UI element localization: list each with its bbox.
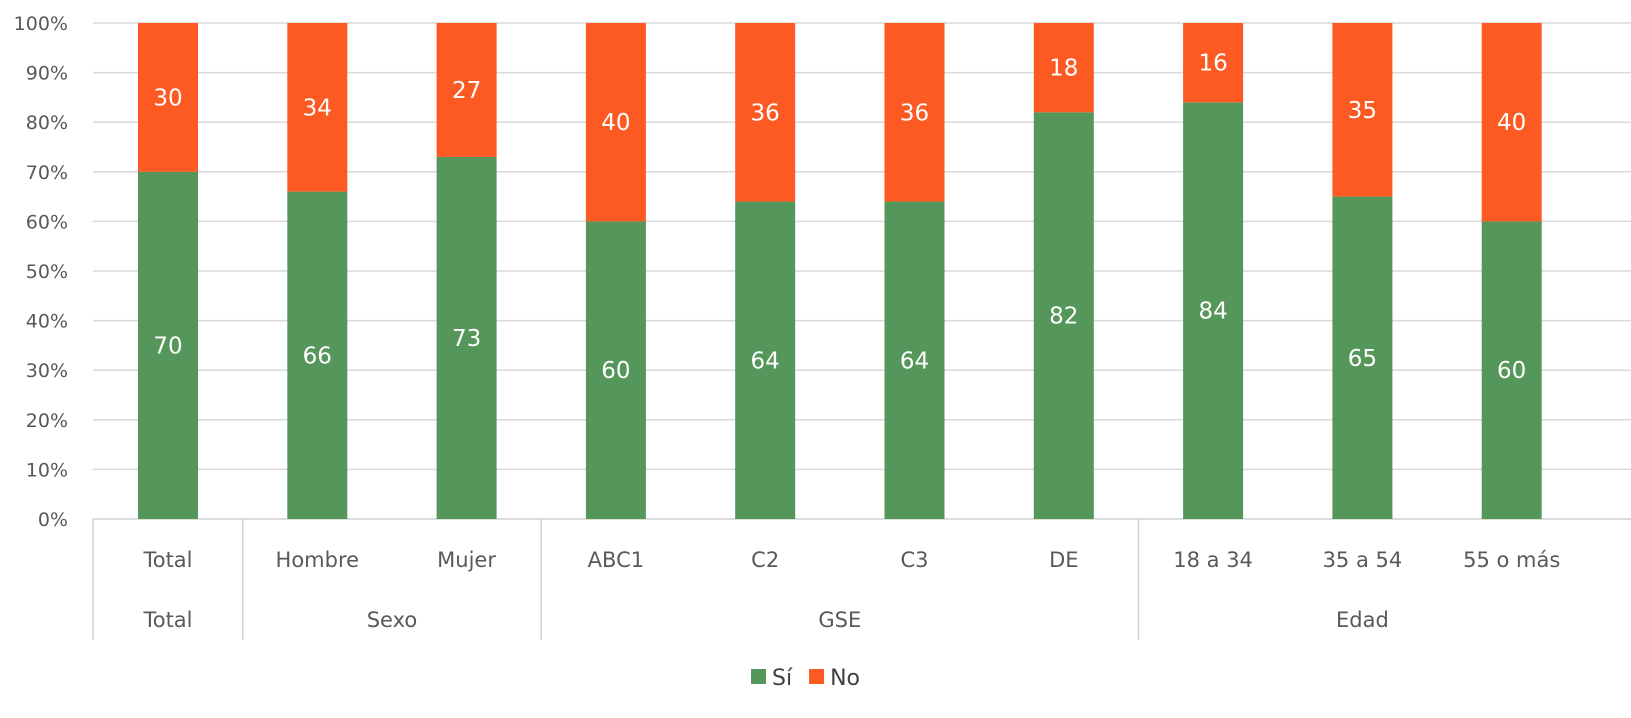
legend-swatch-si [751, 669, 766, 684]
bar-segment-no [138, 23, 198, 172]
x-group-label: Sexo [367, 608, 418, 632]
bar-segment-si [1481, 221, 1542, 519]
bar-segment-no [1481, 23, 1542, 222]
y-tick-label: 100% [14, 13, 68, 35]
bar-segment-si [287, 191, 348, 519]
bar-segment-no [1183, 23, 1244, 103]
data-labels: 70 30 66 34 73 27 60 40 64 36 64 36 82 18 84 16 65 35 60 40 [153, 51, 1526, 385]
y-tick-label: 80% [26, 112, 68, 134]
bar-segment-no [585, 23, 646, 222]
y-tick-label: 10% [26, 459, 68, 481]
y-tick-label: 60% [26, 211, 68, 233]
bar-segment-no [735, 23, 796, 202]
bars [138, 23, 1542, 520]
data-label-si: 60 [1497, 358, 1526, 384]
bar-segment-si [884, 201, 945, 519]
x-category-label: Hombre [276, 548, 360, 572]
bar-segment-si [735, 201, 796, 519]
bar-segment-no [1033, 23, 1094, 113]
x-group-label: GSE [818, 608, 861, 632]
y-axis-ticks: 0% 10% 20% 30% 40% 50% 60% 70% 80% 90% 100% [14, 13, 68, 531]
data-label-no: 36 [900, 100, 929, 126]
bar-segment-si [1183, 102, 1244, 520]
data-label-si: 64 [751, 348, 780, 374]
data-label-no: 35 [1348, 98, 1377, 124]
data-label-no: 16 [1198, 51, 1227, 77]
y-tick-label: 20% [26, 410, 68, 432]
data-label-si: 70 [153, 333, 182, 359]
x-category-label: 55 o más [1463, 548, 1560, 572]
x-category-label: DE [1049, 548, 1078, 572]
data-label-si: 84 [1198, 299, 1227, 325]
data-label-si: 73 [452, 326, 481, 352]
y-tick-label: 30% [26, 360, 68, 382]
x-category-label: ABC1 [588, 548, 644, 572]
bar-segment-si [585, 221, 646, 519]
x-group-label: Edad [1336, 608, 1389, 632]
data-label-no: 18 [1049, 56, 1078, 82]
x-group-label: Total [142, 608, 192, 632]
data-label-no: 40 [601, 110, 630, 136]
data-label-si: 66 [303, 343, 332, 369]
data-label-si: 60 [601, 358, 630, 384]
x-category-label: 35 a 54 [1323, 548, 1403, 572]
data-label-si: 65 [1348, 346, 1377, 372]
data-label-no: 27 [452, 78, 481, 104]
data-label-no: 40 [1497, 110, 1526, 136]
data-label-no: 36 [751, 100, 780, 126]
x-category-label: Mujer [437, 548, 496, 572]
data-label-no: 34 [303, 95, 332, 121]
y-tick-label: 70% [26, 162, 68, 184]
legend: Sí No [751, 666, 860, 691]
bar-segment-no [1332, 23, 1393, 197]
bar-segment-no [436, 23, 497, 157]
bar-segment-si [1332, 196, 1393, 519]
legend-swatch-no [809, 669, 825, 684]
y-tick-label: 90% [26, 63, 68, 85]
x-category-label: Total [142, 548, 192, 572]
y-tick-label: 0% [38, 509, 68, 531]
x-category-label: C2 [751, 548, 779, 572]
x-category-label: C3 [900, 548, 928, 572]
y-tick-label: 50% [26, 261, 68, 283]
data-label-si: 64 [900, 348, 929, 374]
bar-segment-si [436, 156, 497, 520]
x-axis: Total Hombre Mujer ABC1 C2 C3 DE 18 a 34 35 a 54… [92, 519, 1560, 640]
legend-label-si: Sí [772, 666, 793, 691]
bar-segment-no [287, 23, 348, 192]
y-tick-label: 40% [26, 311, 68, 333]
data-label-no: 30 [153, 85, 182, 111]
bar-segment-si [1033, 112, 1094, 519]
x-category-label: 18 a 34 [1173, 548, 1253, 572]
bar-segment-no [884, 23, 945, 202]
data-label-si: 82 [1049, 304, 1078, 330]
legend-label-no: No [830, 666, 860, 691]
bar-segment-si [138, 171, 198, 520]
